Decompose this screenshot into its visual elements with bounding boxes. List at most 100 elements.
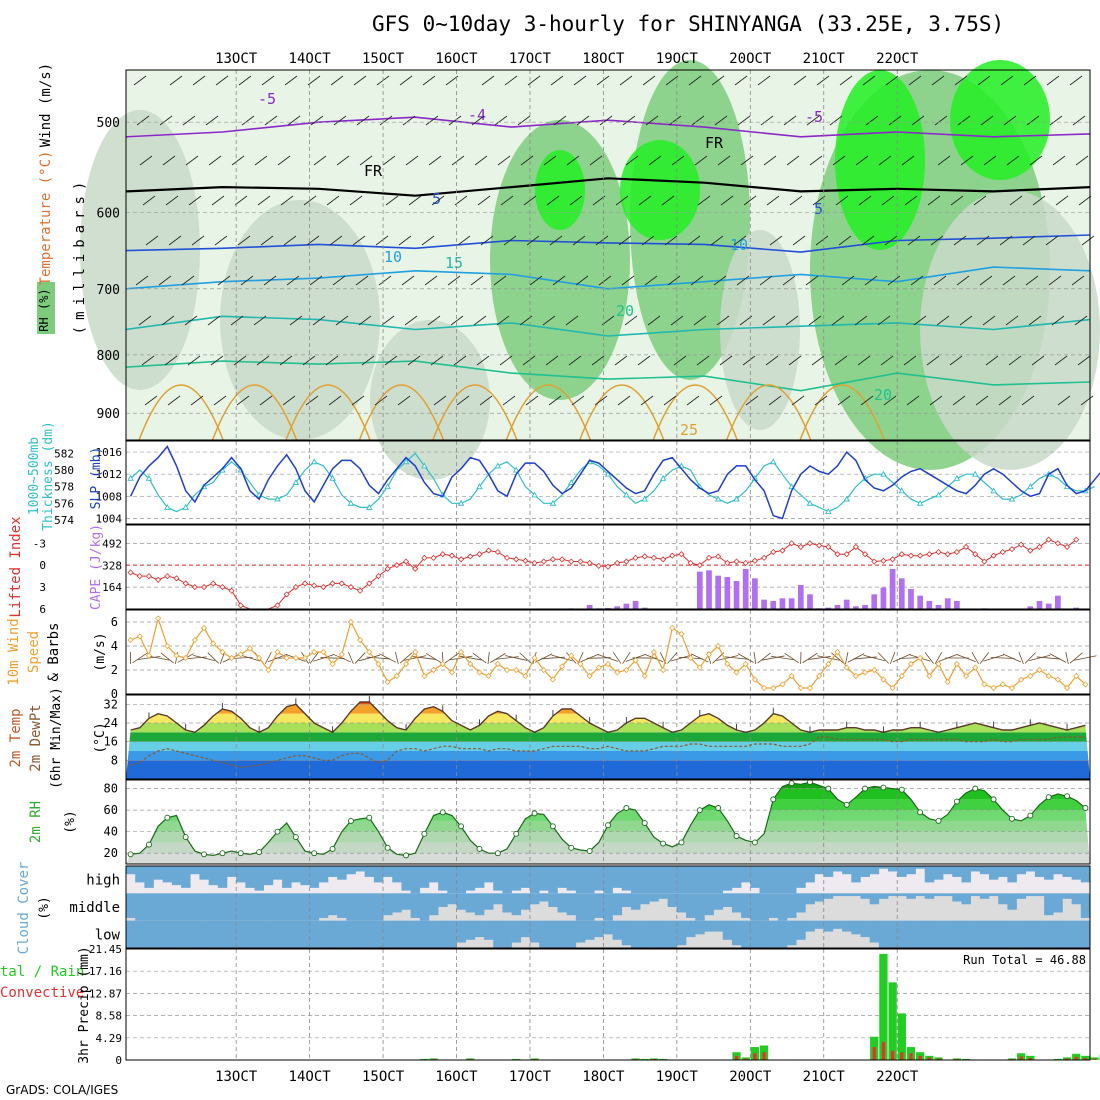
lifted-index-marker: [421, 554, 428, 561]
wind-barb: [158, 275, 172, 286]
rh-shading-region: [835, 70, 925, 250]
cloud-cover-bar: [750, 866, 760, 888]
cloud-cover-bar: [300, 920, 310, 948]
surface-wind-barb: [956, 654, 976, 662]
cloud-cover-bar: [998, 866, 1008, 877]
surface-wind-barb: [971, 652, 979, 664]
wind-barb: [379, 115, 393, 126]
contour-label: -5: [258, 90, 276, 108]
cloud-cover-bar: [355, 920, 366, 948]
surface-wind-barb: [724, 656, 749, 660]
surface-wind-barb: [737, 653, 754, 663]
cloud-cover-bar: [832, 920, 843, 929]
wind-barb: [1029, 155, 1043, 166]
wind-barb: [450, 315, 464, 326]
wind-barb: [210, 355, 224, 366]
thickness-marker: [164, 503, 171, 510]
wind-barb: [496, 315, 510, 326]
wind-barb: [335, 315, 349, 326]
wind-barb: [733, 235, 747, 246]
surface-wind-barb: [877, 652, 889, 664]
rh-marker: [384, 844, 391, 851]
wind-barb: [279, 355, 293, 366]
isotherm-5: [125, 234, 1091, 253]
wind-speed-marker: [301, 654, 309, 662]
cloud-cover-bar: [447, 893, 457, 905]
cloud-cover-bar: [484, 920, 494, 940]
cloud-cover-bar: [401, 920, 411, 948]
date-tick-label-top: 13OCT: [215, 51, 258, 67]
cloud-cover-bar: [796, 893, 806, 913]
wind-barb: [1028, 315, 1042, 326]
wind-speed-marker: [981, 681, 988, 688]
cloud-cover-bar: [557, 893, 567, 913]
cloud-cover-bar: [272, 866, 283, 880]
cloud-cover-bar: [318, 920, 329, 948]
cloud-cover-bar: [989, 866, 999, 880]
rh-color-band: [126, 842, 1090, 854]
wind-barb: [447, 275, 461, 286]
surface-wind-barb: [449, 655, 473, 661]
date-tick-label-bottom: 18OCT: [582, 1069, 625, 1085]
cloud-cover-bar: [245, 920, 255, 948]
wind-barb: [332, 275, 346, 286]
cloud-cover-bar: [575, 893, 586, 921]
date-tick-label-bottom: 16OCT: [435, 1069, 478, 1085]
wind-speed-marker: [779, 681, 786, 688]
cape-axis-label: CAPE (J/kg): [89, 524, 104, 610]
cloud-cover-bar: [1080, 920, 1091, 948]
wind-speed-line: [130, 616, 1086, 689]
wind-speed-marker: [935, 660, 942, 668]
wind-barb: [168, 235, 182, 246]
date-tick-label-top: 22OCT: [876, 51, 919, 67]
wind-barb: [645, 115, 659, 126]
wind-speed-marker: [136, 633, 143, 640]
rh-marker: [311, 850, 318, 857]
surface-wind-barb: [924, 652, 934, 664]
surface-wind-barb: [320, 657, 345, 659]
wind-barb: [805, 275, 819, 286]
surface-wind-barb: [863, 654, 886, 662]
cloud-cover-bar: [704, 866, 714, 894]
surface-wind-barb: [239, 654, 261, 662]
cloud-cover-bar: [355, 893, 366, 921]
lifted-index-marker: [191, 584, 198, 591]
cloud-cover-bar: [254, 920, 265, 948]
cloud-cover-bar: [539, 866, 549, 891]
wind-barb: [983, 155, 997, 166]
temp-color-band: [126, 702, 1090, 705]
wind-speed-marker: [219, 648, 226, 656]
contour-label: 25: [680, 421, 698, 439]
wind-barb: [979, 275, 993, 286]
cloud-cover-bar: [300, 866, 310, 886]
lifted-index-marker: [210, 580, 217, 587]
cloud-cover-bar: [823, 893, 834, 899]
precip-convective-bar: [1065, 1058, 1069, 1060]
wind-barb: [927, 195, 941, 206]
thickness-marker: [953, 474, 961, 481]
wind-barb: [329, 235, 343, 246]
wind-speed-marker: [733, 669, 740, 676]
lifted-index-marker: [852, 543, 859, 550]
wind-speed-marker: [999, 681, 1006, 688]
wind-speed-marker: [375, 660, 382, 668]
wind-barb: [861, 235, 875, 246]
wind-barb: [998, 395, 1012, 406]
cloud-cover-bar: [1007, 920, 1017, 948]
cloud-cover-bar: [226, 893, 237, 921]
wind-barb: [913, 315, 927, 326]
wind-barb: [1051, 315, 1065, 326]
cloud-cover-bar: [768, 893, 779, 918]
cloud-cover-bar: [144, 920, 154, 948]
isotherm-25: [211, 384, 298, 441]
cloud-cover-bar: [181, 866, 191, 888]
wind-barb: [548, 395, 562, 406]
wind-barb: [359, 155, 373, 166]
surface-wind-barb: [219, 651, 225, 665]
lifted-index-marker: [898, 551, 905, 558]
cloud-cover-bar: [401, 893, 411, 910]
wind-barb: [261, 75, 275, 86]
wind-speed-marker: [210, 640, 217, 647]
wind-barb: [1072, 115, 1086, 126]
cape-bar: [706, 570, 712, 609]
